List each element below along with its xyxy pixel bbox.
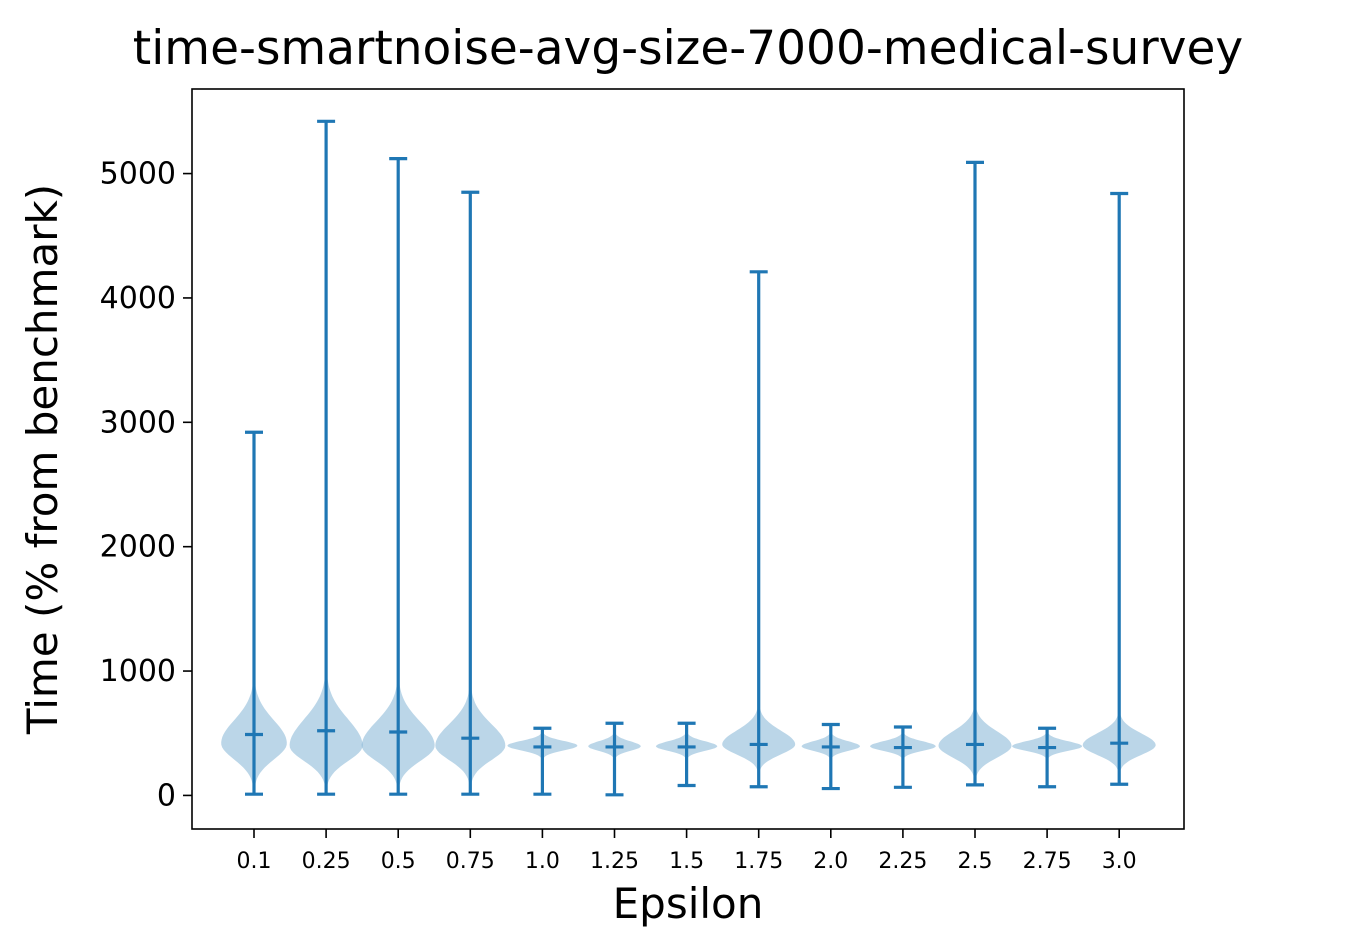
x-tick-label: 0.25 xyxy=(302,849,351,874)
x-tick-label: 1.5 xyxy=(669,849,704,874)
x-tick-label: 2.0 xyxy=(813,849,848,874)
x-tick-label: 2.5 xyxy=(958,849,993,874)
y-tick-label: 5000 xyxy=(100,157,176,192)
axes: 0 1000 2000 3000 4000 5000 0.1 0.25 0.5 0.75 1.0 1.… xyxy=(100,88,1185,874)
x-tick-label: 0.5 xyxy=(381,849,416,874)
y-tick-label: 3000 xyxy=(100,405,176,440)
plot-area xyxy=(221,119,1156,797)
x-tick-label: 1.25 xyxy=(590,849,639,874)
y-axis-label: Time (% from benchmark) xyxy=(18,184,67,735)
x-tick-label: 2.25 xyxy=(878,849,927,874)
x-tick-label: 1.75 xyxy=(734,849,783,874)
y-tick-label: 1000 xyxy=(100,654,176,689)
chart-title: time-smartnoise-avg-size-7000-medical-su… xyxy=(133,21,1243,76)
x-tick-label: 2.75 xyxy=(1023,849,1072,874)
y-tick-label: 4000 xyxy=(100,281,176,316)
x-axis-label: Epsilon xyxy=(613,879,764,928)
y-tick-label: 2000 xyxy=(100,530,176,565)
x-tick-label: 0.75 xyxy=(446,849,495,874)
x-tick-label: 3.0 xyxy=(1102,849,1137,874)
x-tick-label: 1.0 xyxy=(525,849,560,874)
y-tick-label: 0 xyxy=(157,778,176,813)
plot-frame xyxy=(191,88,1185,830)
x-tick-label: 0.1 xyxy=(237,849,272,874)
